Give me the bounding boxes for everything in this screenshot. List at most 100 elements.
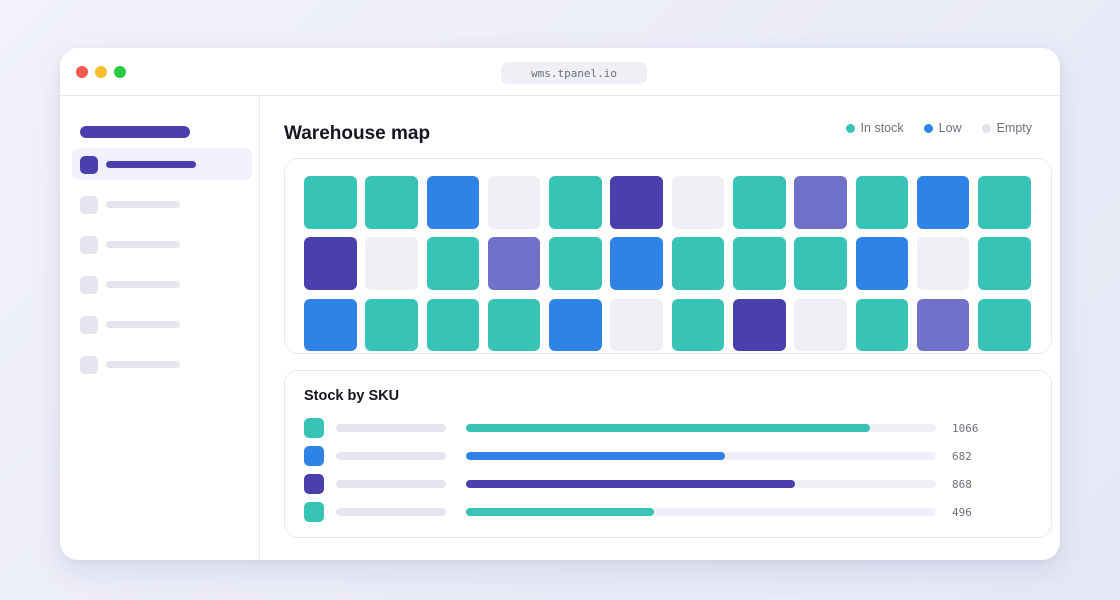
minimize-window-button[interactable] <box>95 66 107 78</box>
bin-cell-in-stock[interactable] <box>733 237 786 290</box>
bin-cell-empty[interactable] <box>916 237 970 290</box>
sidebar-item-6[interactable] <box>72 348 252 380</box>
bin-cell-in-stock[interactable] <box>671 237 725 290</box>
legend-label: Empty <box>996 121 1032 135</box>
sidebar-item-2[interactable] <box>72 188 252 220</box>
sidebar-item-1[interactable] <box>72 148 252 180</box>
sku-name-placeholder <box>336 452 446 460</box>
bin-cell-low[interactable] <box>426 176 480 229</box>
sku-bar-track <box>466 508 936 516</box>
sku-bar-track <box>466 424 936 432</box>
bin-cell-partial[interactable] <box>487 237 541 290</box>
sku-name-placeholder <box>336 424 446 432</box>
sku-card-title: Stock by SKU <box>304 388 400 404</box>
nav-label-placeholder <box>106 201 180 208</box>
bin-cell-in-stock[interactable] <box>365 298 418 352</box>
title-bar: wms.tpanel.io <box>60 48 1060 96</box>
nav-label-placeholder <box>106 161 196 168</box>
sidebar <box>60 97 260 560</box>
maximize-window-button[interactable] <box>114 66 126 78</box>
sku-color-swatch <box>304 446 324 466</box>
warehouse-map-card <box>284 158 1052 354</box>
bin-cell-low[interactable] <box>855 237 909 290</box>
sku-color-swatch <box>304 418 324 438</box>
sku-row[interactable]: 496 <box>304 502 1024 522</box>
nav-icon <box>80 316 98 334</box>
legend-label: In stock <box>860 121 904 135</box>
sku-value: 1066 <box>952 422 979 435</box>
bin-cell-reserved[interactable] <box>733 298 786 352</box>
page-title: Warehouse map <box>284 123 431 144</box>
sku-bar-fill <box>466 424 870 432</box>
bin-cell-low[interactable] <box>549 298 602 352</box>
nav-icon <box>80 356 98 374</box>
nav-label-placeholder <box>106 241 180 248</box>
bin-cell-empty[interactable] <box>610 298 663 352</box>
bin-cell-in-stock[interactable] <box>671 298 725 352</box>
in-stock-dot-icon <box>845 123 855 133</box>
sku-bar-track <box>466 480 936 488</box>
warehouse-grid <box>304 176 1031 352</box>
sidebar-title-placeholder <box>80 126 190 138</box>
bin-cell-in-stock[interactable] <box>487 298 541 352</box>
sku-bar-track <box>466 452 936 460</box>
bin-cell-in-stock[interactable] <box>855 298 909 352</box>
bin-cell-in-stock[interactable] <box>365 176 418 229</box>
sku-color-swatch <box>304 502 324 522</box>
nav-label-placeholder <box>106 321 180 328</box>
nav-icon <box>80 196 98 214</box>
bin-cell-in-stock[interactable] <box>978 298 1031 352</box>
sku-value: 682 <box>952 450 972 463</box>
bin-cell-in-stock[interactable] <box>426 298 480 352</box>
empty-dot-icon <box>981 123 991 133</box>
sku-name-placeholder <box>336 508 446 516</box>
legend-item-empty: Empty <box>981 121 1032 135</box>
sku-color-swatch <box>304 474 324 494</box>
stock-by-sku-card: Stock by SKU 1066 682 868 496 <box>284 370 1052 538</box>
legend-item-in-stock: In stock <box>845 121 904 135</box>
sku-row[interactable]: 682 <box>304 446 1024 466</box>
low-dot-icon <box>923 123 933 133</box>
bin-cell-in-stock[interactable] <box>549 237 602 290</box>
bin-cell-empty[interactable] <box>365 237 418 290</box>
bin-cell-empty[interactable] <box>671 176 725 229</box>
bin-cell-in-stock[interactable] <box>304 176 357 229</box>
sku-name-placeholder <box>336 480 446 488</box>
bin-cell-in-stock[interactable] <box>978 176 1031 229</box>
nav-icon <box>80 236 98 254</box>
sku-row[interactable]: 868 <box>304 474 1024 494</box>
bin-cell-low[interactable] <box>304 298 357 352</box>
bin-cell-in-stock[interactable] <box>794 237 847 290</box>
nav-label-placeholder <box>106 361 180 368</box>
sku-value: 496 <box>952 506 972 519</box>
sidebar-item-3[interactable] <box>72 228 252 260</box>
nav-label-placeholder <box>106 281 180 288</box>
bin-cell-in-stock[interactable] <box>855 176 909 229</box>
bin-cell-in-stock[interactable] <box>426 237 480 290</box>
close-window-button[interactable] <box>76 66 88 78</box>
sku-bar-fill <box>466 480 795 488</box>
bin-cell-empty[interactable] <box>487 176 541 229</box>
nav-icon <box>80 156 98 174</box>
sku-bar-fill <box>466 452 725 460</box>
url-bar[interactable]: wms.tpanel.io <box>501 62 647 84</box>
legend-item-low: Low <box>923 121 962 135</box>
sku-bar-fill <box>466 508 654 516</box>
bin-cell-reserved[interactable] <box>304 237 357 290</box>
app-window: wms.tpanel.io Warehouse map In stock Low… <box>60 48 1060 560</box>
bin-cell-reserved[interactable] <box>610 176 663 229</box>
legend: In stock Low Empty <box>845 121 1032 135</box>
sku-value: 868 <box>952 478 972 491</box>
sidebar-item-5[interactable] <box>72 308 252 340</box>
sku-row[interactable]: 1066 <box>304 418 1024 438</box>
bin-cell-in-stock[interactable] <box>549 176 602 229</box>
nav-icon <box>80 276 98 294</box>
bin-cell-partial[interactable] <box>916 298 970 352</box>
bin-cell-in-stock[interactable] <box>978 237 1031 290</box>
bin-cell-low[interactable] <box>916 176 970 229</box>
bin-cell-empty[interactable] <box>794 298 847 352</box>
bin-cell-low[interactable] <box>610 237 663 290</box>
bin-cell-partial[interactable] <box>794 176 847 229</box>
bin-cell-in-stock[interactable] <box>733 176 786 229</box>
sidebar-item-4[interactable] <box>72 268 252 300</box>
